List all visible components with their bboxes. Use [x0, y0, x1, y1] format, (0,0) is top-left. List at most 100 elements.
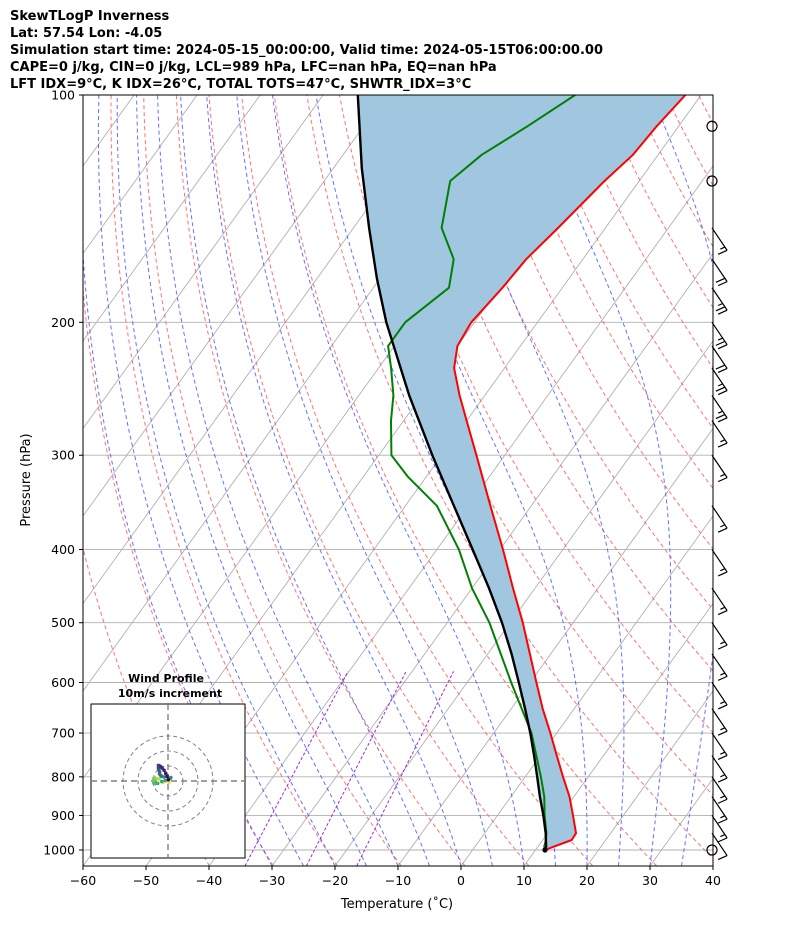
moist-adiabat: [206, 95, 462, 866]
wind-barb: [711, 420, 728, 448]
stability-indices: LFT IDX=9°C, K IDX=26°C, TOTAL TOTS=47°C…: [10, 77, 472, 92]
hodograph-subtitle: 10m/s increment: [118, 687, 222, 700]
barb-shaft: [711, 832, 728, 856]
barb-flag: [717, 344, 728, 350]
hodograph-point: [163, 778, 167, 783]
barb-flag: [717, 644, 728, 650]
wind-barb: [711, 732, 728, 761]
x-tick-label: −40: [196, 873, 222, 888]
barb-half-flag: [720, 524, 726, 528]
y-tick-label: 1000: [43, 843, 75, 858]
dry-adiabat: [632, 95, 713, 248]
x-axis-ticks: −60 −50 −40 −30 −20 −10 0 10 20 30 40: [70, 866, 721, 888]
mixing-ratio-line: [305, 671, 407, 866]
x-tick-label: −20: [322, 873, 348, 888]
moist-adiabat: [83, 244, 273, 866]
barb-flag: [717, 675, 728, 681]
wind-barb: [711, 287, 728, 315]
calm-circle: [706, 175, 718, 187]
x-axis-label: Temperature (˚C): [340, 896, 453, 912]
wind-barb: [711, 682, 728, 710]
barb-flag: [715, 413, 726, 420]
x-tick-label: −30: [259, 873, 285, 888]
barb-flag: [717, 777, 728, 783]
dry-adiabat: [436, 95, 713, 611]
wind-barb: [711, 321, 728, 350]
barb-flag: [715, 364, 726, 370]
y-tick-label: 500: [51, 615, 75, 630]
isotherm-line: [83, 95, 387, 517]
hodograph-inset: Wind Profile 10m/s increment: [90, 672, 246, 859]
barb-half-flag: [720, 672, 726, 676]
barb-flag: [717, 309, 728, 315]
dry-adiabat: [306, 95, 713, 860]
barb-flag: [717, 527, 728, 533]
y-tick-label: 700: [51, 726, 75, 741]
barb-flag: [717, 837, 728, 843]
barb-flag: [717, 818, 728, 824]
mixing-ratio-line: [356, 671, 454, 866]
x-tick-label: 30: [642, 873, 658, 888]
wind-barb: [706, 844, 718, 856]
barb-flag: [717, 610, 728, 616]
surface-point: [542, 847, 548, 853]
moist-adiabat: [180, 95, 430, 866]
barb-half-flag: [720, 751, 726, 755]
calm-circle: [706, 120, 718, 132]
wind-barb: [711, 227, 728, 255]
barb-flag: [717, 571, 728, 577]
dry-adiabat: [273, 95, 658, 866]
isotherm-line: [0, 95, 71, 866]
profile-series: [356, 95, 687, 853]
isotherm-line: [523, 602, 713, 866]
barb-half-flag: [720, 246, 726, 250]
barb-half-flag: [720, 815, 726, 819]
x-tick-label: 20: [579, 873, 595, 888]
barb-half-flag: [717, 383, 723, 387]
barb-half-flag: [720, 568, 726, 572]
x-tick-label: −50: [133, 873, 159, 888]
barb-flag: [715, 277, 726, 283]
y-tick-label: 800: [51, 769, 75, 784]
wind-barb: [711, 367, 728, 396]
barb-half-flag: [720, 774, 726, 778]
wind-barb: [711, 258, 728, 287]
barb-flag: [717, 798, 728, 804]
barb-flag: [715, 386, 726, 392]
moist-adiabat: [136, 95, 367, 866]
barb-flag: [717, 442, 728, 448]
dry-adiabat: [600, 95, 713, 309]
moist-adiabat: [116, 95, 336, 866]
dry-adiabat: [502, 95, 713, 490]
wind-barb: [711, 549, 728, 577]
wind-barb: [711, 708, 728, 736]
barb-flag: [717, 477, 728, 483]
barb-half-flag: [720, 606, 726, 610]
dry-adiabat: [469, 95, 713, 550]
barb-half-flag: [720, 833, 726, 838]
wind-barb: [706, 175, 718, 187]
barb-flag: [717, 730, 728, 736]
calm-circle: [706, 844, 718, 856]
moist-adiabat: [651, 95, 713, 866]
moist-adiabat: [439, 95, 625, 866]
chart-header: SkewTLogP Inverness Lat: 57.54 Lon: -4.0…: [10, 8, 603, 93]
y-tick-label: 900: [51, 808, 75, 823]
isotherm-line: [208, 165, 713, 866]
hodograph-point: [167, 780, 171, 785]
wind-barb: [706, 120, 718, 132]
isotherm-line: [460, 515, 713, 866]
moist-adiabat: [712, 863, 713, 866]
y-axis-ticks: 100 200 300 400 500 600 700 800 900 1000: [43, 88, 83, 858]
moist-adiabat: [157, 95, 399, 866]
wind-barb: [711, 832, 728, 861]
x-tick-label: 10: [516, 873, 532, 888]
moist-adiabat: [369, 95, 588, 866]
barb-half-flag: [717, 410, 723, 414]
hodograph-point: [166, 777, 171, 782]
hodograph-ring: [137, 750, 199, 812]
dry-adiabat: [534, 95, 713, 429]
barb-flag: [717, 249, 728, 255]
dry-adiabat: [110, 95, 338, 866]
barb-half-flag: [717, 302, 723, 307]
